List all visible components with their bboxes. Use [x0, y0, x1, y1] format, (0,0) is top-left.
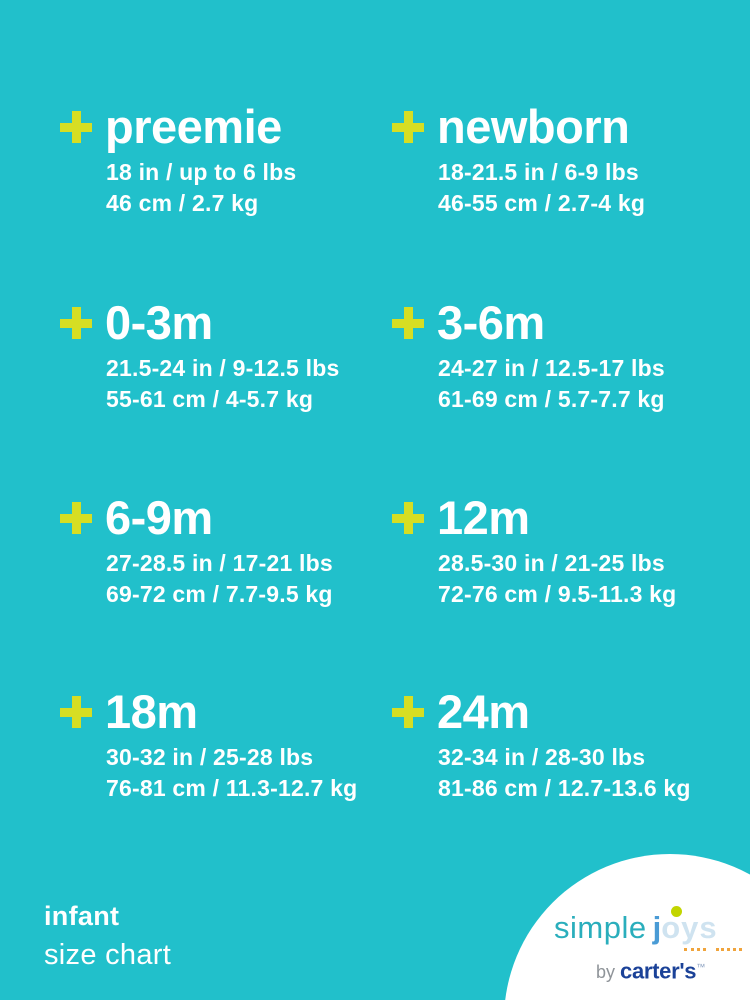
size-imperial: 32-34 in / 28-30 lbs	[438, 744, 646, 770]
size-imperial: 18 in / up to 6 lbs	[106, 159, 297, 185]
size-metric: 55-61 cm / 4-5.7 kg	[106, 386, 314, 412]
plus-icon	[392, 111, 424, 143]
size-heading: 18m	[60, 686, 395, 738]
trademark-symbol: ™	[696, 962, 706, 972]
size-heading: 0-3m	[60, 297, 395, 349]
size-label: preemie	[105, 100, 282, 153]
logo-stitch-icon	[716, 948, 742, 951]
size-block-24m: 24m 32-34 in / 28-30 lbs 81-86 cm / 12.7…	[392, 686, 727, 804]
size-metric: 46-55 cm / 2.7-4 kg	[438, 190, 646, 216]
size-details: 28.5-30 in / 21-25 lbs 72-76 cm / 9.5-11…	[438, 548, 727, 610]
size-block-18m: 18m 30-32 in / 25-28 lbs 76-81 cm / 11.3…	[60, 686, 395, 804]
size-block-preemie: preemie 18 in / up to 6 lbs 46 cm / 2.7 …	[60, 101, 395, 219]
size-heading: 6-9m	[60, 492, 395, 544]
brand-logo: simple joys by carter's™	[554, 906, 742, 984]
size-heading: 12m	[392, 492, 727, 544]
size-heading: newborn	[392, 101, 727, 153]
size-label: 3-6m	[437, 296, 545, 349]
logo-text-joys-rest: oys	[661, 910, 718, 945]
size-metric: 69-72 cm / 7.7-9.5 kg	[106, 581, 333, 607]
plus-icon	[392, 502, 424, 534]
size-block-3-6m: 3-6m 24-27 in / 12.5-17 lbs 61-69 cm / 5…	[392, 297, 727, 415]
size-metric: 81-86 cm / 12.7-13.6 kg	[438, 775, 691, 801]
size-imperial: 27-28.5 in / 17-21 lbs	[106, 550, 333, 576]
brand-logo-circle: simple joys by carter's™	[504, 854, 750, 1000]
logo-stitch-icon	[684, 948, 706, 951]
size-block-12m: 12m 28.5-30 in / 21-25 lbs 72-76 cm / 9.…	[392, 492, 727, 610]
size-metric: 72-76 cm / 9.5-11.3 kg	[438, 581, 677, 607]
size-imperial: 30-32 in / 25-28 lbs	[106, 744, 314, 770]
size-block-6-9m: 6-9m 27-28.5 in / 17-21 lbs 69-72 cm / 7…	[60, 492, 395, 610]
size-heading: preemie	[60, 101, 395, 153]
size-heading: 24m	[392, 686, 727, 738]
chart-title: infant size chart	[44, 901, 171, 972]
size-block-newborn: newborn 18-21.5 in / 6-9 lbs 46-55 cm / …	[392, 101, 727, 219]
logo-green-dot-icon	[671, 906, 682, 917]
size-details: 30-32 in / 25-28 lbs 76-81 cm / 11.3-12.…	[106, 742, 395, 804]
size-metric: 76-81 cm / 11.3-12.7 kg	[106, 775, 358, 801]
size-metric: 46 cm / 2.7 kg	[106, 190, 259, 216]
plus-icon	[392, 696, 424, 728]
size-block-0-3m: 0-3m 21.5-24 in / 9-12.5 lbs 55-61 cm / …	[60, 297, 395, 415]
size-label: newborn	[437, 100, 630, 153]
logo-text-carters: carter's	[620, 958, 697, 984]
logo-text-simple: simple	[554, 910, 647, 945]
size-imperial: 18-21.5 in / 6-9 lbs	[438, 159, 639, 185]
logo-text-by: by	[596, 962, 616, 983]
plus-icon	[392, 307, 424, 339]
size-details: 27-28.5 in / 17-21 lbs 69-72 cm / 7.7-9.…	[106, 548, 395, 610]
plus-icon	[60, 502, 92, 534]
size-metric: 61-69 cm / 5.7-7.7 kg	[438, 386, 665, 412]
size-label: 18m	[105, 685, 198, 738]
logo-text-joys-j: j	[652, 910, 662, 945]
size-label: 6-9m	[105, 491, 213, 544]
brand-logo-byline: by carter's™	[554, 955, 718, 984]
chart-title-category: infant	[44, 901, 120, 931]
size-details: 24-27 in / 12.5-17 lbs 61-69 cm / 5.7-7.…	[438, 353, 727, 415]
chart-title-type: size chart	[44, 939, 172, 971]
size-imperial: 24-27 in / 12.5-17 lbs	[438, 355, 665, 381]
size-imperial: 21.5-24 in / 9-12.5 lbs	[106, 355, 340, 381]
size-details: 21.5-24 in / 9-12.5 lbs 55-61 cm / 4-5.7…	[106, 353, 395, 415]
size-details: 18 in / up to 6 lbs 46 cm / 2.7 kg	[106, 157, 395, 219]
size-imperial: 28.5-30 in / 21-25 lbs	[438, 550, 665, 576]
brand-logo-wordmark: simple joys	[554, 906, 742, 951]
plus-icon	[60, 696, 92, 728]
size-label: 24m	[437, 685, 530, 738]
size-label: 0-3m	[105, 296, 213, 349]
plus-icon	[60, 307, 92, 339]
plus-icon	[60, 111, 92, 143]
size-details: 32-34 in / 28-30 lbs 81-86 cm / 12.7-13.…	[438, 742, 727, 804]
size-heading: 3-6m	[392, 297, 727, 349]
size-details: 18-21.5 in / 6-9 lbs 46-55 cm / 2.7-4 kg	[438, 157, 727, 219]
size-label: 12m	[437, 491, 530, 544]
